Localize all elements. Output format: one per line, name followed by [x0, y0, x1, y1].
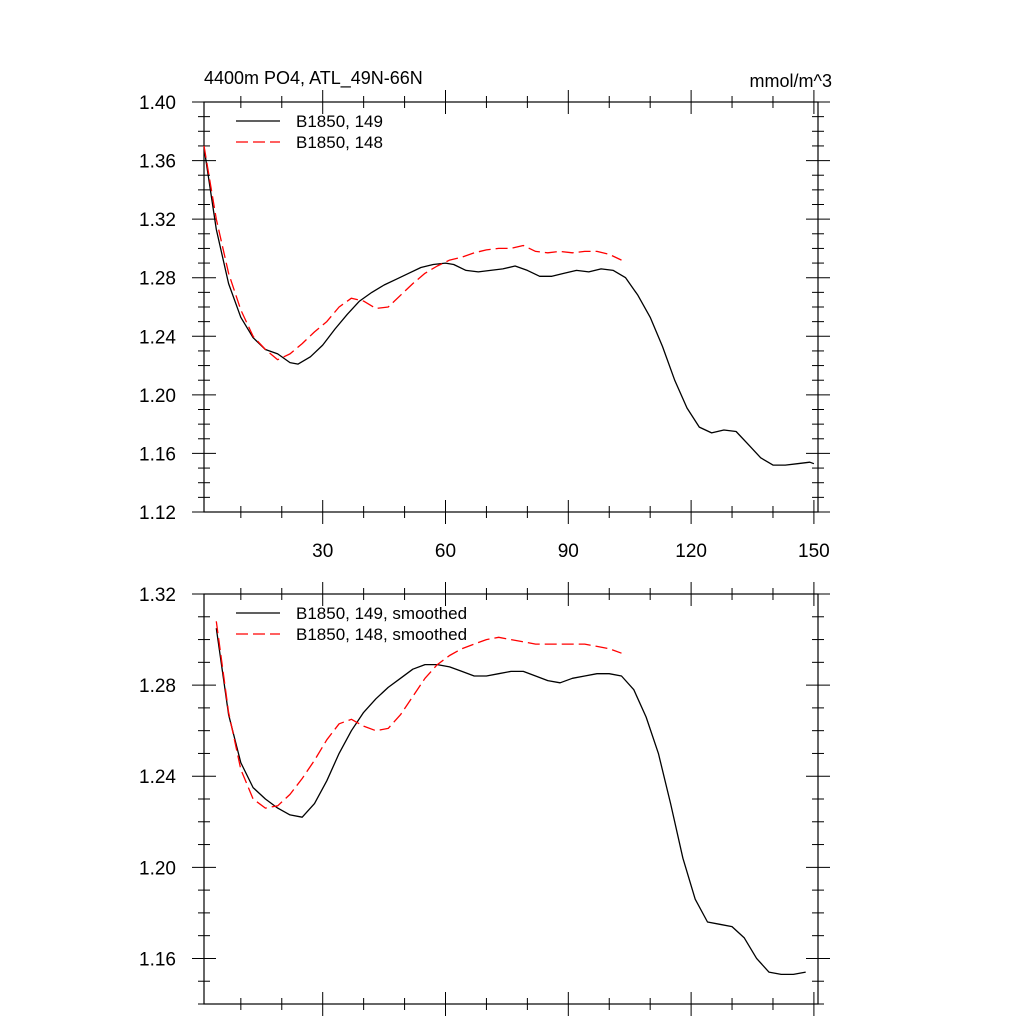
- y-tick-label: 1.24: [139, 767, 176, 788]
- y-tick-label: 1.28: [139, 676, 176, 697]
- top-legend: B1850, 149 B1850, 148: [236, 112, 383, 152]
- bottom-series-group: [215, 621, 806, 976]
- top-series-group: [203, 145, 815, 466]
- top-panel-units: mmol/m^3: [750, 71, 832, 91]
- y-tick-label: 1.40: [139, 93, 176, 114]
- legend-label: B1850, 148: [296, 133, 383, 152]
- legend-label: B1850, 149, smoothed: [296, 604, 467, 623]
- top-panel-title: 4400m PO4, ATL_49N-66N: [204, 68, 423, 89]
- y-tick-label: 1.28: [139, 269, 176, 290]
- bottom-legend: B1850, 149, smoothed B1850, 148, smoothed: [236, 604, 467, 644]
- y-tick-label: 1.36: [139, 152, 176, 173]
- x-tick-label: 150: [798, 541, 830, 562]
- series-line-0: [215, 628, 806, 976]
- x-tick-label: 30: [312, 541, 333, 562]
- bottom-axis-ticks: 1.16 1.20 1.24 1.28 1.32: [139, 582, 830, 1016]
- series-line-1: [215, 621, 622, 809]
- x-tick-label: 60: [435, 541, 456, 562]
- y-tick-label: 1.32: [139, 210, 176, 231]
- legend-label: B1850, 148, smoothed: [296, 625, 467, 644]
- bottom-plot-frame: [203, 593, 819, 1005]
- y-tick-label: 1.20: [139, 858, 176, 879]
- top-plot-frame: [203, 101, 819, 513]
- x-tick-label: 120: [675, 541, 707, 562]
- y-tick-label: 1.12: [139, 503, 176, 524]
- y-tick-label: 1.16: [139, 949, 176, 970]
- legend-label: B1850, 149: [296, 112, 383, 131]
- y-tick-label: 1.32: [139, 585, 176, 606]
- top-panel: 4400m PO4, ATL_49N-66N mmol/m^3 30 60 90 12…: [139, 68, 832, 562]
- series-line-1: [203, 145, 622, 361]
- bottom-panel: 1.16 1.20 1.24 1.28 1.32 B1850, 149, smoothe…: [139, 582, 830, 1016]
- x-tick-label: 90: [558, 541, 579, 562]
- top-axis-ticks: 30 60 90 120 150 1.12 1.16 1.20 1.24 1.28 1.32 1.36…: [139, 90, 830, 562]
- y-tick-label: 1.24: [139, 327, 176, 348]
- series-line-0: [203, 147, 815, 466]
- y-tick-label: 1.20: [139, 386, 176, 407]
- y-tick-label: 1.16: [139, 444, 176, 465]
